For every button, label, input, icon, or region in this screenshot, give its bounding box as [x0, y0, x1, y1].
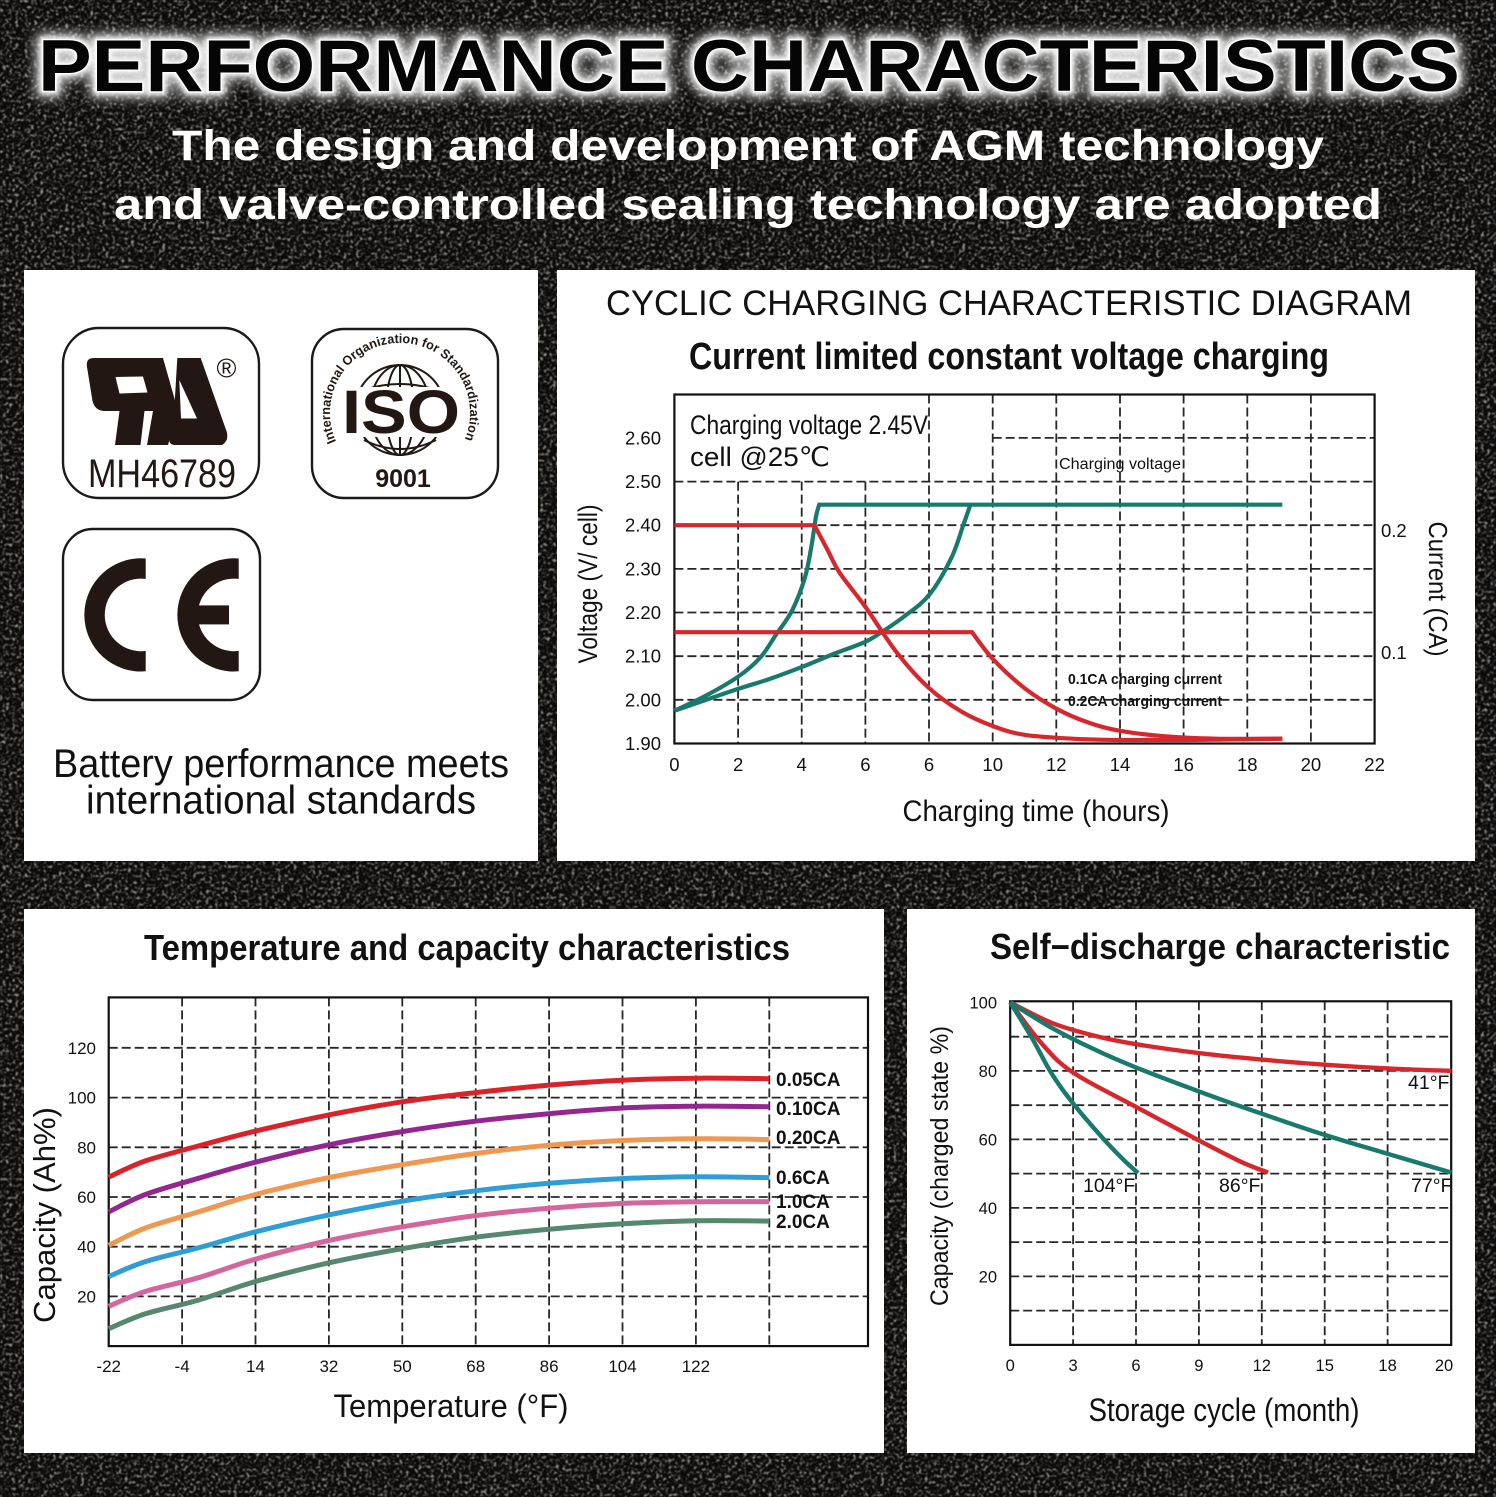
svg-text:6: 6: [1131, 1357, 1140, 1375]
svg-text:20: 20: [979, 1268, 997, 1286]
svg-text:0.20CA: 0.20CA: [776, 1128, 841, 1149]
svg-text:60: 60: [77, 1188, 96, 1207]
svg-text:12: 12: [1253, 1357, 1271, 1375]
svg-text:18: 18: [1237, 754, 1258, 775]
svg-text:cell @25℃: cell @25℃: [690, 442, 830, 472]
svg-text:6: 6: [924, 754, 934, 775]
svg-text:104°F: 104°F: [1083, 1175, 1135, 1197]
svg-text:9001: 9001: [375, 465, 431, 493]
svg-text:1.0CA: 1.0CA: [776, 1192, 830, 1213]
svg-text:Self−discharge characteristic: Self−discharge characteristic: [990, 926, 1450, 967]
svg-text:ISO: ISO: [342, 378, 460, 446]
svg-text:2.40: 2.40: [625, 515, 661, 536]
svg-text:2: 2: [733, 754, 743, 775]
svg-text:3: 3: [1069, 1357, 1078, 1375]
svg-text:20: 20: [1435, 1357, 1453, 1375]
svg-text:40: 40: [77, 1238, 96, 1257]
svg-text:®: ®: [216, 353, 236, 383]
svg-text:PERFORMANCE CHARACTERISTICS: PERFORMANCE CHARACTERISTICS: [38, 26, 1460, 107]
svg-text:0.1CA charging current: 0.1CA charging current: [1068, 671, 1222, 688]
svg-text:Capacity (Ah%): Capacity (Ah%): [27, 1107, 62, 1323]
svg-text:0.2: 0.2: [1381, 520, 1407, 541]
svg-text:1.90: 1.90: [625, 733, 661, 754]
svg-text:-4: -4: [175, 1357, 190, 1376]
svg-text:0: 0: [669, 754, 679, 775]
svg-text:PERFORMANCE CHARACTERISTICS: PERFORMANCE CHARACTERISTICS: [38, 26, 1460, 107]
svg-text:international standards: international standards: [86, 779, 476, 823]
svg-text:60: 60: [979, 1131, 997, 1149]
svg-text:Capacity (charged state %): Capacity (charged state %): [926, 1026, 954, 1306]
svg-text:2.60: 2.60: [625, 427, 661, 448]
svg-text:104: 104: [608, 1357, 636, 1376]
svg-text:Charging voltage: Charging voltage: [1059, 456, 1181, 473]
svg-text:Temperature and capacity chara: Temperature and capacity characteristics: [144, 927, 790, 968]
svg-text:0.1: 0.1: [1381, 642, 1407, 663]
svg-text:PERFORMANCE CHARACTERISTICS: PERFORMANCE CHARACTERISTICS: [38, 26, 1460, 107]
svg-text:Battery performance meets: Battery performance meets: [53, 742, 509, 786]
svg-text:Storage cycle (month): Storage cycle (month): [1089, 1392, 1360, 1428]
svg-text:100: 100: [969, 994, 997, 1012]
svg-text:0.6CA: 0.6CA: [776, 1168, 830, 1189]
svg-text:68: 68: [466, 1357, 485, 1376]
svg-text:100: 100: [68, 1089, 96, 1108]
svg-text:12: 12: [1046, 754, 1067, 775]
svg-text:50: 50: [393, 1357, 412, 1376]
svg-text:Current (CA): Current (CA): [1423, 522, 1453, 657]
svg-text:Temperature (°F): Temperature (°F): [334, 1388, 569, 1424]
svg-text:120: 120: [68, 1039, 96, 1058]
svg-text:Charging voltage 2.45V: Charging voltage 2.45V: [690, 410, 928, 440]
svg-text:2.50: 2.50: [625, 471, 661, 492]
svg-text:80: 80: [77, 1138, 96, 1157]
svg-text:40: 40: [979, 1200, 997, 1218]
svg-text:20: 20: [1301, 754, 1322, 775]
svg-text:0.2CA charging current: 0.2CA charging current: [1068, 693, 1222, 710]
svg-text:2.0CA: 2.0CA: [776, 1212, 830, 1233]
svg-text:20: 20: [77, 1287, 96, 1306]
svg-text:18: 18: [1378, 1357, 1396, 1375]
svg-text:4: 4: [797, 754, 807, 775]
svg-text:0.10CA: 0.10CA: [776, 1099, 841, 1120]
svg-text:86: 86: [540, 1357, 559, 1376]
svg-text:15: 15: [1316, 1357, 1334, 1375]
svg-text:9: 9: [1194, 1357, 1203, 1375]
svg-text:16: 16: [1173, 754, 1194, 775]
svg-text:0: 0: [1006, 1357, 1015, 1375]
svg-text:6: 6: [860, 754, 870, 775]
svg-text:41°F: 41°F: [1408, 1072, 1449, 1094]
svg-text:14: 14: [1110, 754, 1131, 775]
svg-text:2.20: 2.20: [625, 602, 661, 623]
svg-text:77°F: 77°F: [1411, 1175, 1452, 1197]
svg-text:0.05CA: 0.05CA: [776, 1070, 841, 1091]
svg-text:32: 32: [319, 1357, 338, 1376]
svg-text:MH46789: MH46789: [88, 452, 236, 496]
svg-text:2.30: 2.30: [625, 558, 661, 579]
svg-text:The design and development of: The design and development of AGM techno…: [172, 122, 1324, 170]
svg-text:2.10: 2.10: [625, 646, 661, 667]
svg-text:80: 80: [979, 1063, 997, 1081]
svg-text:Current limited constant volta: Current limited constant voltage chargin…: [689, 336, 1329, 378]
svg-text:and valve-controlled sealing t: and valve-controlled sealing technology …: [114, 181, 1382, 229]
svg-text:14: 14: [246, 1357, 265, 1376]
svg-text:Charging time (hours): Charging time (hours): [903, 795, 1170, 828]
svg-text:CYCLIC CHARGING CHARACTERISTIC: CYCLIC CHARGING CHARACTERISTIC DIAGRAM: [606, 284, 1412, 323]
svg-text:2.00: 2.00: [625, 689, 661, 710]
svg-text:122: 122: [682, 1357, 710, 1376]
svg-text:22: 22: [1364, 754, 1385, 775]
svg-text:86°F: 86°F: [1219, 1175, 1260, 1197]
svg-text:-22: -22: [96, 1357, 121, 1376]
svg-text:Voltage (V/ cell): Voltage (V/ cell): [573, 505, 603, 664]
svg-text:10: 10: [982, 754, 1003, 775]
